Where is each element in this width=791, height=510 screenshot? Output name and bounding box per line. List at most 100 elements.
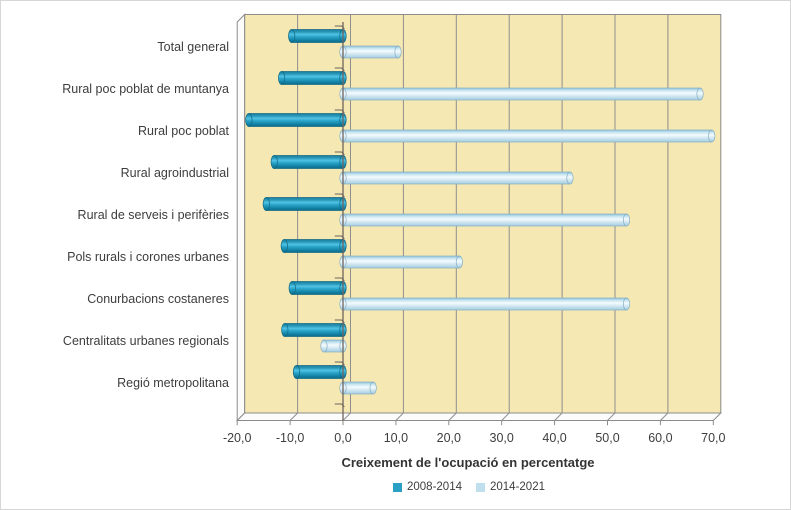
bar-2014-2021 bbox=[339, 255, 463, 269]
x-tick-label: 70,0 bbox=[701, 431, 726, 445]
category-label: Total general bbox=[157, 40, 229, 54]
x-tick-label: -10,0 bbox=[275, 431, 305, 445]
gridline-depth-jog bbox=[554, 412, 563, 421]
bar-2008-2014 bbox=[288, 29, 347, 43]
bar-2008-2014-body bbox=[281, 71, 344, 85]
bar-2014-2021 bbox=[339, 45, 402, 59]
bar-2014-2021-body bbox=[342, 45, 399, 59]
legend: 2008-2014 2014-2021 bbox=[1, 481, 790, 493]
legend-label: 2014-2021 bbox=[490, 481, 545, 493]
bar-2014-2021 bbox=[339, 87, 704, 101]
category-label: Regió metropolitana bbox=[117, 376, 229, 390]
gridline-depth-jog bbox=[660, 412, 669, 421]
category-axis-tick bbox=[334, 235, 345, 240]
category-axis-tick bbox=[334, 319, 345, 324]
bar-2008-2014-end-cap bbox=[288, 29, 296, 43]
bar-2014-2021-end-cap bbox=[320, 339, 328, 353]
legend-swatch bbox=[476, 482, 485, 492]
bar-2008-2014-body bbox=[291, 281, 344, 295]
gridline-depth-jog bbox=[289, 412, 298, 421]
bar-2008-2014-end-cap bbox=[292, 365, 300, 379]
gridline-depth-jog bbox=[395, 412, 404, 421]
x-tick-label: 60,0 bbox=[648, 431, 673, 445]
bar-2008-2014-end-cap bbox=[262, 197, 270, 211]
bar-2014-2021-body bbox=[342, 129, 713, 143]
legend-item: 2008-2014 bbox=[393, 481, 462, 493]
bar-2008-2014-end-cap bbox=[288, 281, 296, 295]
bar-2014-2021-end-cap bbox=[455, 255, 463, 269]
bar-2008-2014 bbox=[288, 281, 347, 295]
legend-label: 2008-2014 bbox=[407, 481, 462, 493]
bar-2008-2014-body bbox=[273, 155, 344, 169]
category-axis-tick bbox=[334, 277, 345, 282]
bar-2008-2014 bbox=[278, 71, 347, 85]
bar-2008-2014-end-cap bbox=[280, 239, 288, 253]
bar-2008-2014 bbox=[281, 323, 347, 337]
x-tick-label: 30,0 bbox=[489, 431, 514, 445]
category-label: Rural agroindustrial bbox=[120, 166, 229, 180]
bar-2014-2021 bbox=[339, 171, 574, 185]
bar-2014-2021-body bbox=[342, 171, 571, 185]
legend-item: 2014-2021 bbox=[476, 481, 545, 493]
bar-2008-2014-body bbox=[248, 113, 344, 127]
gridline-depth-jog bbox=[501, 412, 510, 421]
category-axis-tick bbox=[334, 403, 345, 408]
bar-2008-2014-body bbox=[283, 239, 344, 253]
bar-2014-2021-end-cap bbox=[622, 213, 631, 227]
category-label: Rural poc poblat bbox=[137, 124, 229, 138]
category-axis-tick bbox=[334, 361, 345, 366]
bar-2014-2021-body bbox=[342, 255, 460, 269]
x-tick-label: 0,0 bbox=[334, 431, 352, 445]
category-axis-tick bbox=[334, 151, 345, 156]
category-axis-tick bbox=[334, 67, 345, 72]
bar-2014-2021 bbox=[339, 381, 377, 395]
category-label: Rural poc poblat de muntanya bbox=[62, 82, 229, 96]
x-tick-label: 20,0 bbox=[436, 431, 461, 445]
bar-2014-2021-body bbox=[342, 87, 701, 101]
category-label: Centralitats urbanes regionals bbox=[62, 334, 229, 348]
legend-swatch bbox=[393, 482, 402, 492]
x-tick-label: 50,0 bbox=[595, 431, 620, 445]
bar-2008-2014 bbox=[245, 113, 347, 127]
bar-2008-2014 bbox=[270, 155, 347, 169]
bar-2008-2014 bbox=[262, 197, 347, 211]
category-axis-tick bbox=[334, 193, 345, 198]
category-axis-tick bbox=[334, 25, 345, 30]
bar-2008-2014-end-cap bbox=[278, 71, 286, 85]
category-label: Pols rurals i corones urbanes bbox=[67, 250, 229, 264]
chart-floor bbox=[235, 412, 723, 421]
gridline-depth-jog bbox=[448, 412, 457, 421]
gridline-depth-jog bbox=[607, 412, 616, 421]
category-axis-tick bbox=[334, 109, 345, 114]
x-tick-label: -20,0 bbox=[222, 431, 252, 445]
x-axis-title: Creixement de l'ocupació en percentatge bbox=[341, 455, 595, 470]
bar-2008-2014-body bbox=[265, 197, 344, 211]
x-tick-label: 40,0 bbox=[542, 431, 567, 445]
category-label: Conurbacions costaneres bbox=[87, 292, 229, 306]
bar-2008-2014-body bbox=[291, 29, 344, 43]
bar-2008-2014-end-cap bbox=[270, 155, 278, 169]
bar-2014-2021 bbox=[339, 213, 631, 227]
bar-2014-2021-body bbox=[342, 297, 627, 311]
bar-2014-2021 bbox=[339, 129, 716, 143]
bar-2008-2014 bbox=[280, 239, 347, 253]
bar-2014-2021-body bbox=[342, 381, 374, 395]
bar-2014-2021 bbox=[339, 297, 631, 311]
bar-2014-2021-end-cap bbox=[708, 129, 716, 143]
bar-2008-2014-end-cap bbox=[281, 323, 289, 337]
bar-2014-2021-end-cap bbox=[696, 87, 704, 101]
bar-2008-2014-body bbox=[284, 323, 344, 337]
x-tick-label: 10,0 bbox=[383, 431, 409, 445]
bar-2008-2014-end-cap bbox=[245, 113, 253, 127]
bar-2014-2021-end-cap bbox=[622, 297, 631, 311]
gridline-depth-jog bbox=[342, 412, 351, 421]
category-label: Rural de serveis i perifèries bbox=[77, 208, 229, 222]
bar-2008-2014-body bbox=[296, 365, 344, 379]
chart-left-wall bbox=[236, 13, 246, 422]
bar-2014-2021-end-cap bbox=[369, 381, 377, 395]
bar-2008-2014 bbox=[292, 365, 347, 379]
bar-2014-2021-end-cap bbox=[566, 171, 574, 185]
bar-2014-2021-body bbox=[342, 213, 627, 227]
